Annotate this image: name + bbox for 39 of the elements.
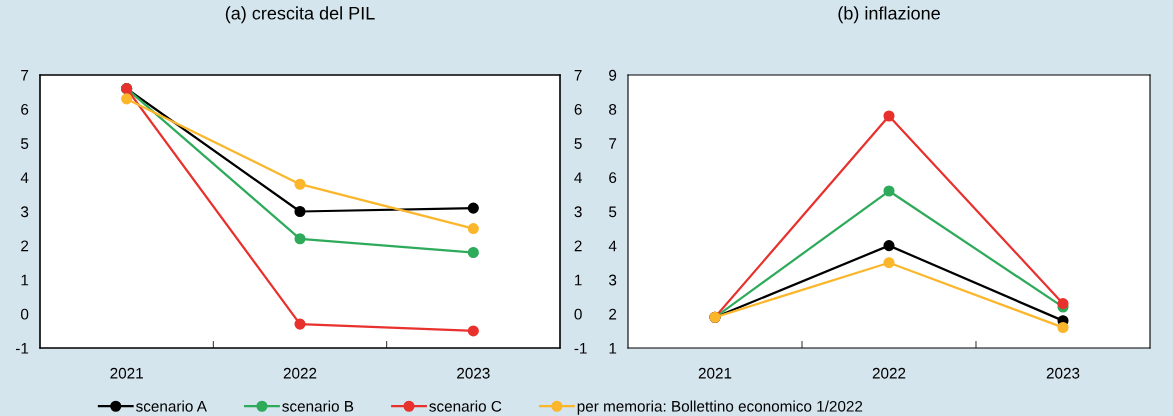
y2-tick-label: 0 [574,308,582,320]
y2-tick-label: 3 [574,206,582,218]
legend-label: scenario C [429,400,502,412]
y-tick-label: 6 [609,172,617,184]
y-tick-label: 4 [608,240,617,252]
chart-title: (b) inflazione [838,6,940,24]
y-tick-label: 4 [20,172,29,183]
y2-tick-label: 7 [574,70,582,81]
y-tick-label: 0 [20,308,29,320]
chart-title: (a) crescita del PIL [225,6,375,24]
y2-tick-label: -1 [574,343,587,354]
x-tick-label: 2022 [283,367,317,379]
x-tick-label: 2022 [872,367,906,379]
x-tick-label: 2023 [457,367,490,379]
y2-tick-label: 6 [574,103,582,115]
y-tick-label: 7 [609,138,617,149]
y-tick-label: 1 [21,274,29,286]
legend-label: scenario B [282,400,354,412]
y-tick-label: -1 [15,343,29,354]
y-tick-label: 1 [609,343,617,354]
x-tick-label: 2023 [1046,367,1080,379]
y-tick-label: 3 [20,206,29,218]
x-tick-label: 2021 [110,367,143,379]
y-tick-label: 2 [21,240,29,252]
y-tick-label: 3 [608,274,617,286]
x-tick-label: 2021 [698,367,732,379]
y-tick-label: 2 [609,308,617,320]
y2-tick-label: 4 [574,172,582,183]
legend-label: per memoria: Bollettino economico 1/2022 [577,400,863,415]
y-tick-label: 5 [609,206,617,218]
y-tick-label: 9 [609,69,617,81]
y-tick-label: 5 [21,138,29,149]
y-tick-label: 6 [21,103,29,115]
y-tick-label: 7 [21,70,29,81]
y2-tick-label: 1 [575,274,582,286]
y2-tick-label: 5 [574,138,582,149]
y2-tick-label: 2 [574,240,582,252]
legend-label: scenario A [136,400,207,412]
y-tick-label: 8 [609,103,617,115]
